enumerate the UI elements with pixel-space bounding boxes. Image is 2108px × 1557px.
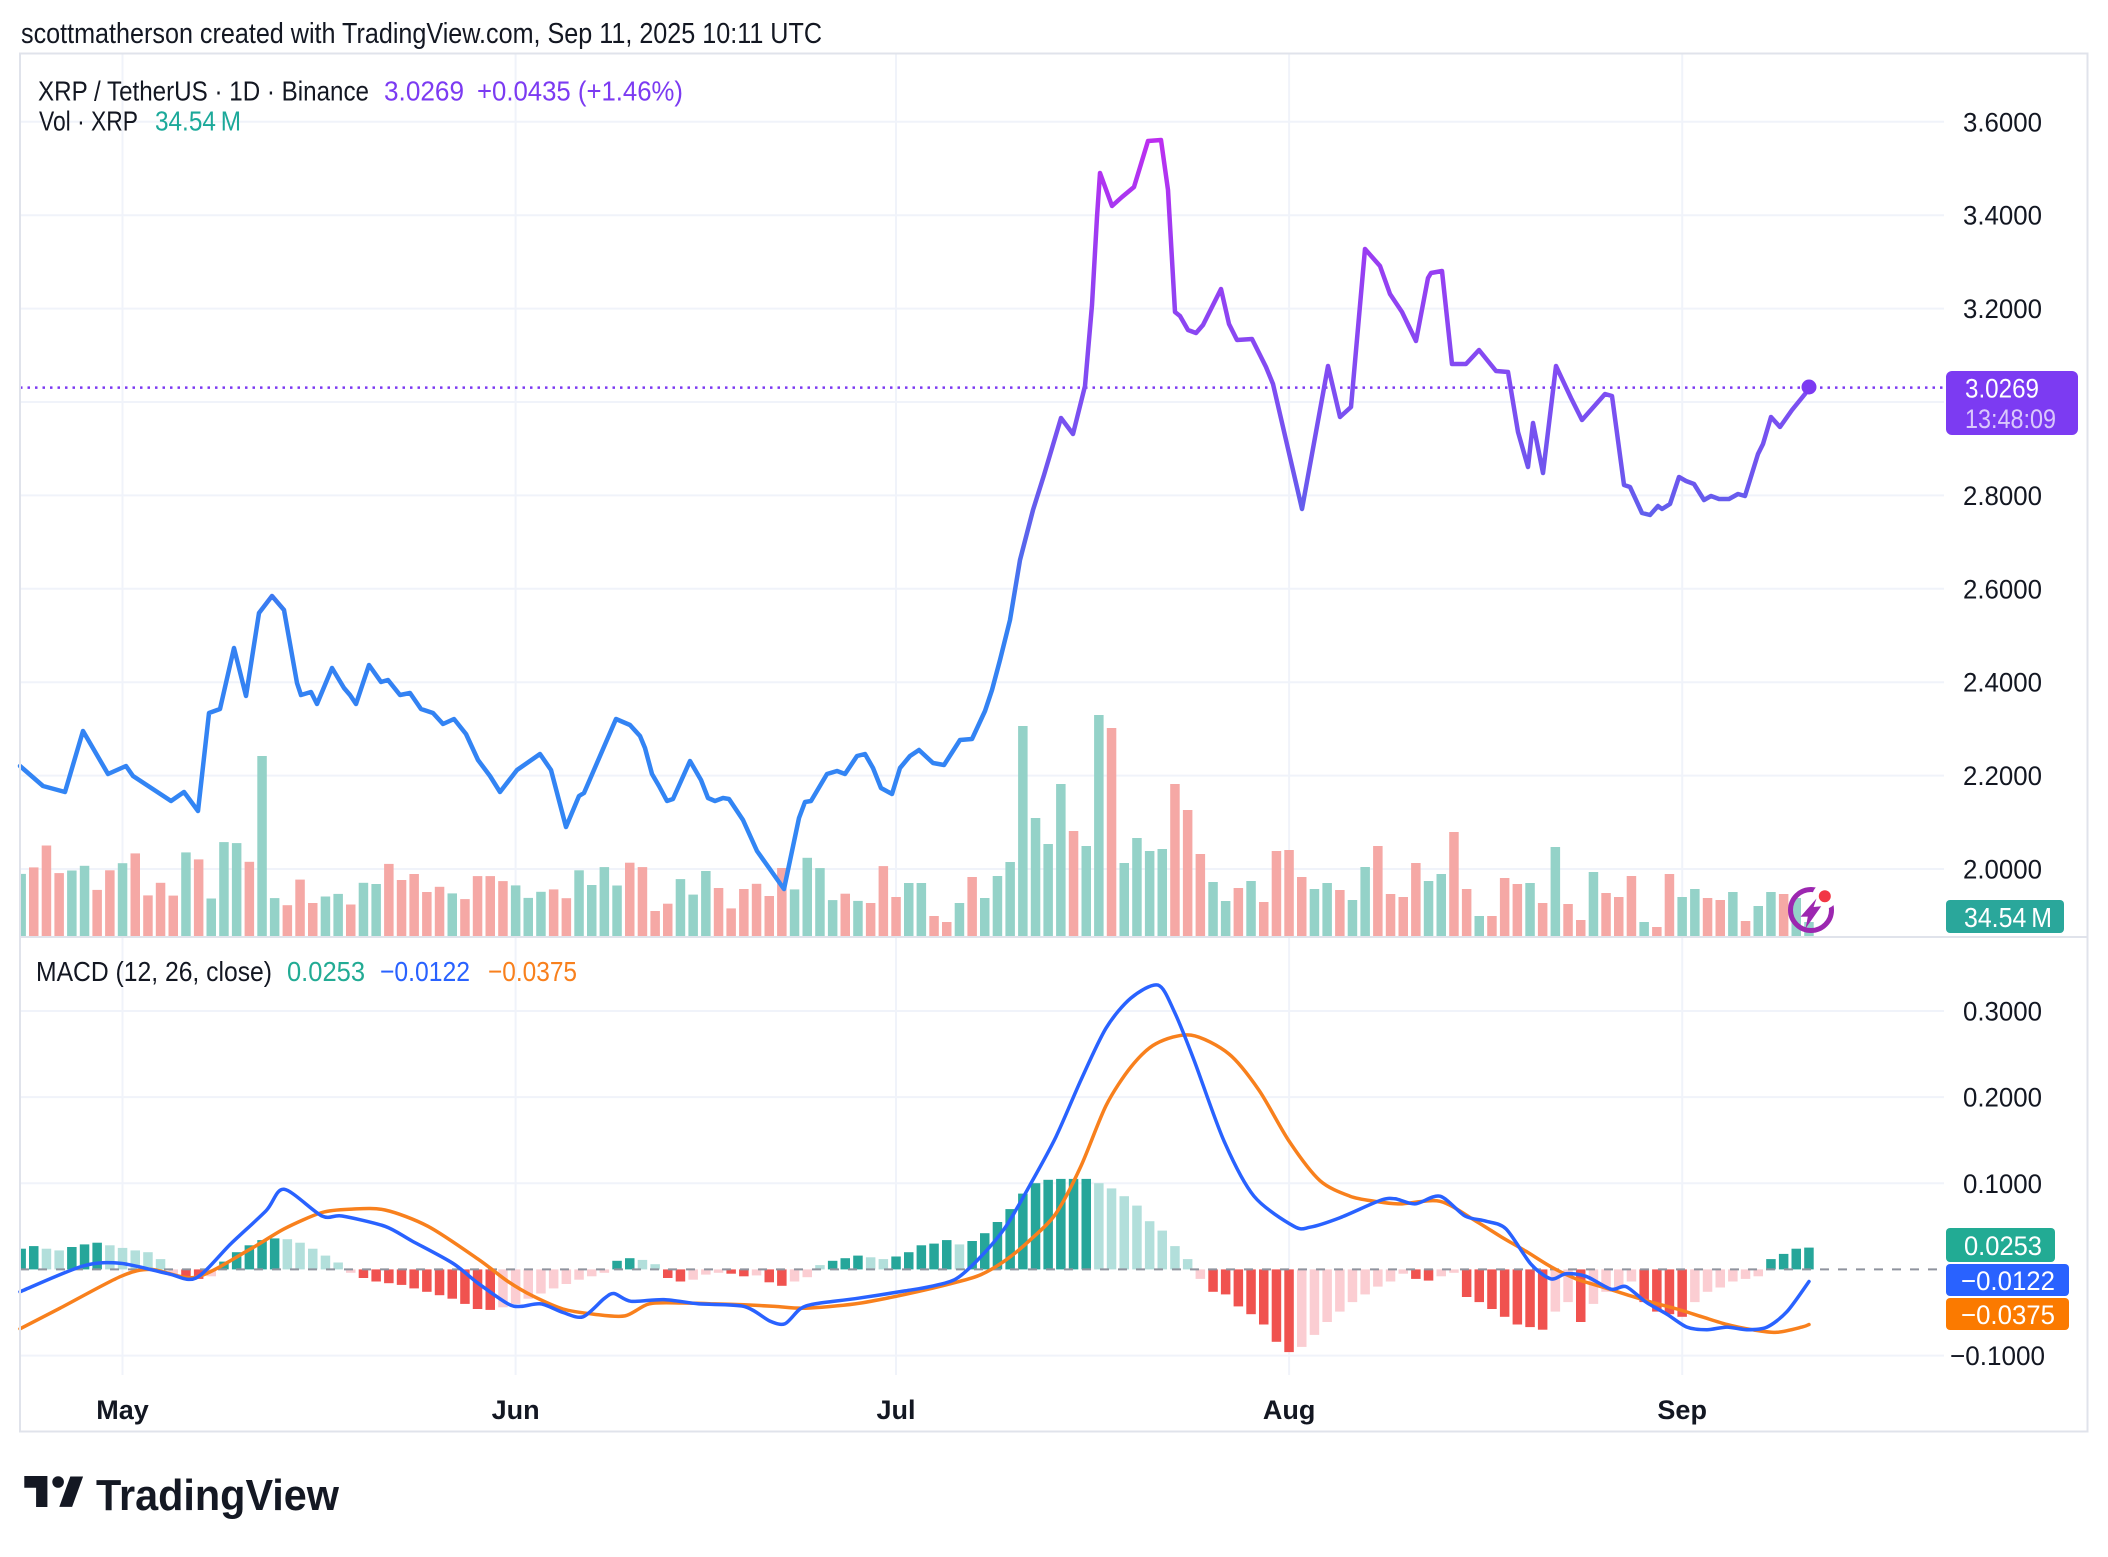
svg-text:Jun: Jun [492,1395,540,1425]
svg-text:0.3000: 0.3000 [1963,996,2042,1026]
svg-text:3.2000: 3.2000 [1963,294,2042,324]
svg-text:−0.0122: −0.0122 [380,956,470,987]
svg-text:XRP / TetherUS · 1D · Binance: XRP / TetherUS · 1D · Binance [38,76,369,107]
svg-text:+0.0435 (+1.46%): +0.0435 (+1.46%) [477,76,683,107]
svg-text:3.0269: 3.0269 [384,76,464,107]
svg-text:2.2000: 2.2000 [1963,761,2042,791]
svg-text:scottmatherson created with Tr: scottmatherson created with TradingView.… [21,18,822,50]
svg-text:34.54 M: 34.54 M [155,106,241,137]
svg-text:−0.0375: −0.0375 [1961,1300,2055,1330]
svg-text:Aug: Aug [1263,1395,1315,1425]
svg-text:2.4000: 2.4000 [1963,668,2042,698]
svg-text:34.54 M: 34.54 M [1964,902,2052,933]
svg-text:−0.0122: −0.0122 [1961,1266,2055,1296]
svg-text:−0.0375: −0.0375 [488,956,577,987]
svg-text:Vol · XRP: Vol · XRP [39,106,138,137]
svg-text:0.0253: 0.0253 [287,956,365,987]
svg-text:2.8000: 2.8000 [1963,481,2042,511]
svg-text:13:48:09: 13:48:09 [1965,404,2056,434]
svg-text:2.0000: 2.0000 [1963,855,2042,885]
svg-text:0.1000: 0.1000 [1963,1169,2042,1199]
svg-text:TradingView: TradingView [96,1471,340,1520]
svg-text:3.6000: 3.6000 [1963,107,2042,137]
svg-text:May: May [96,1395,149,1425]
svg-text:0.0253: 0.0253 [1964,1231,2042,1261]
svg-text:MACD (12, 26, close): MACD (12, 26, close) [36,956,272,987]
svg-text:Jul: Jul [876,1395,915,1425]
svg-text:0.2000: 0.2000 [1963,1083,2042,1113]
svg-text:2.6000: 2.6000 [1963,574,2042,604]
svg-text:−0.1000: −0.1000 [1950,1341,2045,1371]
svg-text:Sep: Sep [1657,1395,1707,1425]
svg-text:3.4000: 3.4000 [1963,201,2042,231]
svg-text:3.0269: 3.0269 [1965,374,2039,404]
